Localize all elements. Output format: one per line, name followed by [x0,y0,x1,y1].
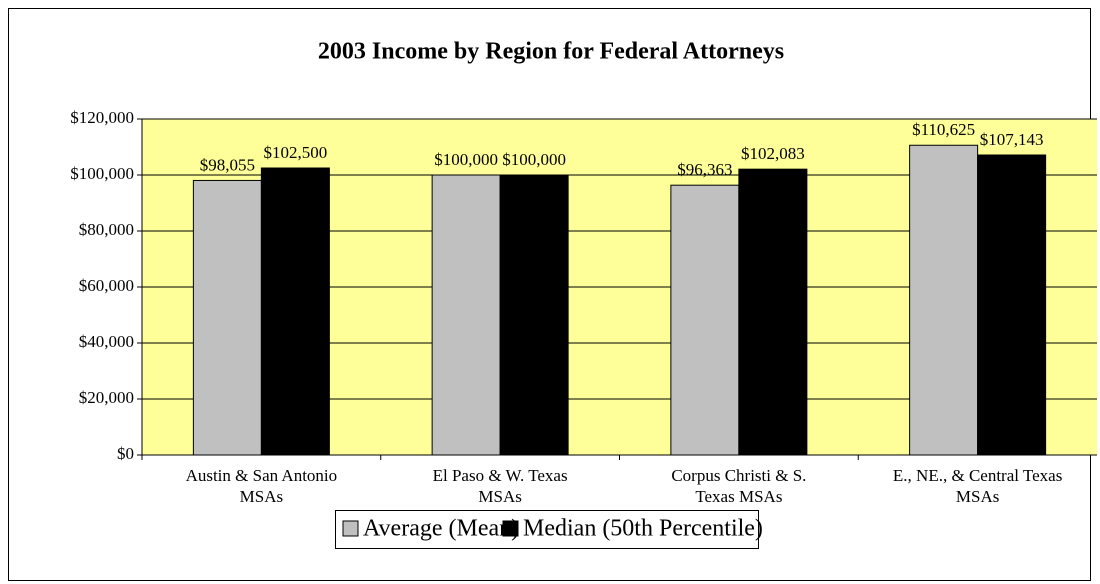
legend-label: Median (50th Percentile) [523,516,763,542]
value-label: $100,000 [502,150,566,169]
legend-box [335,510,759,549]
bar [431,174,501,456]
legend-swatch [502,520,519,537]
bar [670,184,740,456]
y-tick-label: $80,000 [79,220,134,239]
bar [192,179,262,456]
bar [260,167,330,456]
value-label: $96,363 [677,160,732,179]
legend-swatch [342,520,359,537]
bar [909,144,979,456]
x-tick-label: Corpus Christi & S. Texas MSAs [671,466,807,506]
y-tick-label: $60,000 [79,276,134,295]
value-label: $100,000 [434,150,498,169]
value-label: $102,083 [741,144,805,163]
bar [977,154,1047,456]
value-label: $110,625 [912,120,975,139]
y-tick-label: $0 [117,444,134,463]
y-tick-label: $40,000 [79,332,134,351]
legend-label: Average (Mean) [363,516,519,542]
y-tick-label: $100,000 [70,164,134,183]
y-tick-label: $120,000 [70,108,134,127]
value-label: $107,143 [980,130,1044,149]
value-label: $102,500 [264,143,328,162]
x-tick-label: E., NE., & Central Texas MSAs [892,466,1063,506]
chart-title: 2003 Income by Region for Federal Attorn… [318,39,784,65]
bar [738,168,808,456]
value-label: $98,055 [200,155,255,174]
y-tick-label: $20,000 [79,388,134,407]
x-tick-label: El Paso & W. Texas MSAs [432,466,568,506]
x-tick-label: Austin & San Antonio MSAs [185,466,338,506]
bar [499,174,569,456]
